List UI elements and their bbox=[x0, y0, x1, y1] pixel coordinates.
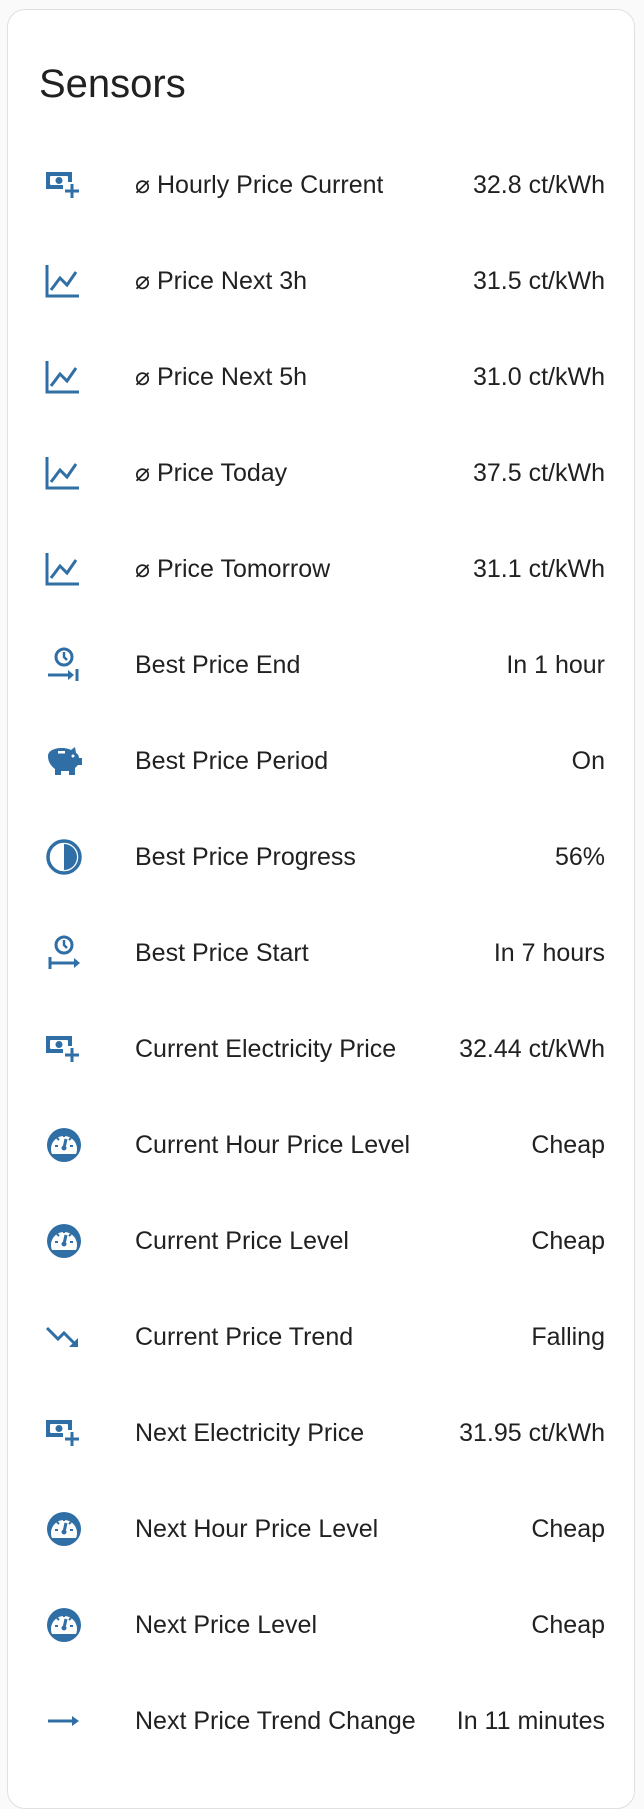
cash-plus-icon bbox=[43, 164, 85, 206]
chart-line-icon bbox=[43, 356, 85, 398]
sensor-value: Cheap bbox=[531, 1514, 605, 1543]
sensor-row[interactable]: Best Price Start In 7 hours bbox=[8, 905, 636, 1001]
trending-down-icon bbox=[43, 1316, 85, 1358]
sensor-label: Best Price Progress bbox=[135, 842, 356, 871]
sensor-label: Best Price Period bbox=[135, 746, 329, 775]
gauge-icon bbox=[43, 1124, 85, 1166]
sensor-label: Next Price Trend Change bbox=[135, 1706, 416, 1735]
clock-end-icon bbox=[43, 644, 85, 686]
sensor-row[interactable]: Next Price Trend Change In 11 minutes bbox=[8, 1673, 636, 1769]
sensor-row[interactable]: Current Price Trend Falling bbox=[8, 1289, 636, 1385]
gauge-icon bbox=[43, 1604, 85, 1646]
sensor-row[interactable]: Next Hour Price Level Cheap bbox=[8, 1481, 636, 1577]
sensor-value: On bbox=[571, 746, 605, 775]
sensor-row[interactable]: ⌀ Price Today 37.5 ct/kWh bbox=[8, 425, 636, 521]
sensor-label: Next Electricity Price bbox=[135, 1418, 365, 1447]
sensor-row[interactable]: Next Price Level Cheap bbox=[8, 1577, 636, 1673]
sensor-label: ⌀ Price Tomorrow bbox=[135, 555, 331, 583]
gauge-icon bbox=[43, 1508, 85, 1550]
cash-plus-icon bbox=[43, 1412, 85, 1454]
sensor-label: ⌀ Hourly Price Current bbox=[135, 171, 384, 199]
sensor-value: Cheap bbox=[531, 1610, 605, 1639]
sensor-label: Current Price Level bbox=[135, 1226, 349, 1255]
sensor-row[interactable]: ⌀ Price Tomorrow 31.1 ct/kWh bbox=[8, 521, 636, 617]
sensor-value: In 11 minutes bbox=[456, 1706, 605, 1735]
sensor-label: Best Price Start bbox=[135, 938, 309, 967]
sensor-value: Cheap bbox=[531, 1130, 605, 1159]
cash-plus-icon bbox=[43, 1028, 85, 1070]
sensor-label: Next Price Level bbox=[135, 1610, 318, 1639]
sensor-row[interactable]: Current Hour Price Level Cheap bbox=[8, 1097, 636, 1193]
sensor-label: ⌀ Price Next 5h bbox=[135, 363, 308, 391]
sensor-row[interactable]: ⌀ Price Next 5h 31.0 ct/kWh bbox=[8, 329, 636, 425]
sensor-row[interactable]: Next Electricity Price 31.95 ct/kWh bbox=[8, 1385, 636, 1481]
sensor-value: 31.95 ct/kWh bbox=[459, 1418, 605, 1447]
arrow-right-icon bbox=[43, 1700, 85, 1742]
piggy-bank-icon bbox=[43, 740, 85, 782]
sensor-row[interactable]: Current Price Level Cheap bbox=[8, 1193, 636, 1289]
clock-start-icon bbox=[43, 932, 85, 974]
sensor-label: Current Price Trend bbox=[135, 1322, 354, 1351]
sensor-value: In 1 hour bbox=[506, 650, 605, 679]
sensor-value: Cheap bbox=[531, 1226, 605, 1255]
sensor-row[interactable]: Best Price Period On bbox=[8, 713, 636, 809]
sensor-row[interactable]: ⌀ Hourly Price Current 32.8 ct/kWh bbox=[8, 137, 636, 233]
sensor-row[interactable]: ⌀ Price Next 3h 31.5 ct/kWh bbox=[8, 233, 636, 329]
sensor-value: 37.5 ct/kWh bbox=[473, 458, 605, 487]
sensor-label: ⌀ Price Next 3h bbox=[135, 267, 308, 295]
sensor-label: ⌀ Price Today bbox=[135, 459, 288, 487]
sensor-row[interactable]: Best Price End In 1 hour bbox=[8, 617, 636, 713]
sensor-value: 56% bbox=[554, 842, 605, 871]
chart-line-icon bbox=[43, 452, 85, 494]
card-title: Sensors bbox=[39, 62, 186, 106]
circle-half-icon bbox=[43, 836, 85, 878]
chart-line-icon bbox=[43, 260, 85, 302]
sensor-value: 32.8 ct/kWh bbox=[473, 170, 605, 199]
chart-line-icon bbox=[43, 548, 85, 590]
sensor-value: 32.44 ct/kWh bbox=[459, 1034, 605, 1063]
sensor-row[interactable]: Current Electricity Price 32.44 ct/kWh bbox=[8, 1001, 636, 1097]
sensor-value: Falling bbox=[531, 1322, 605, 1351]
sensor-value: 31.0 ct/kWh bbox=[473, 362, 605, 391]
gauge-icon bbox=[43, 1220, 85, 1262]
sensor-value: In 7 hours bbox=[493, 938, 605, 967]
sensor-label: Next Hour Price Level bbox=[135, 1514, 379, 1543]
sensor-label: Current Electricity Price bbox=[135, 1034, 397, 1063]
sensor-row[interactable]: Best Price Progress 56% bbox=[8, 809, 636, 905]
sensor-label: Best Price End bbox=[135, 650, 301, 679]
sensor-value: 31.1 ct/kWh bbox=[473, 554, 605, 583]
sensor-value: 31.5 ct/kWh bbox=[473, 266, 605, 295]
sensor-label: Current Hour Price Level bbox=[135, 1130, 411, 1159]
sensors-card: Sensors ⌀ Hourly Price Current 32.8 ct/k… bbox=[7, 9, 635, 1809]
